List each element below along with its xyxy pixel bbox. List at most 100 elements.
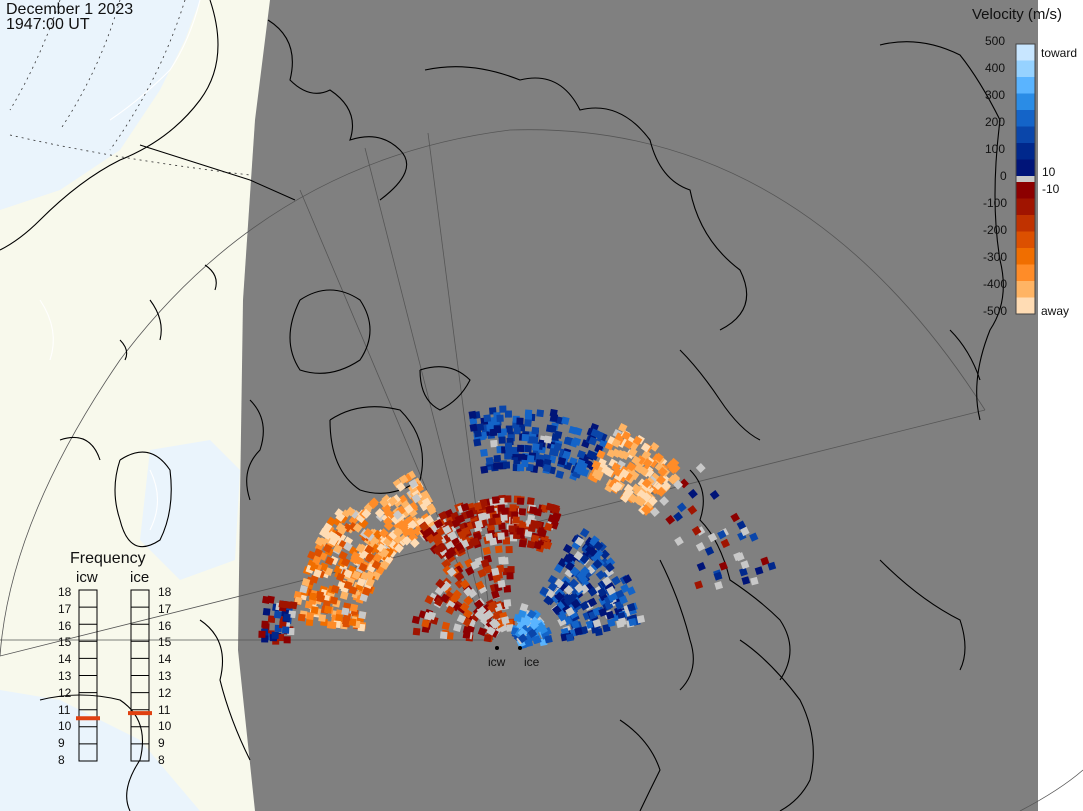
- velocity-cell: [628, 617, 637, 627]
- velocity-cell: [599, 549, 610, 560]
- velocity-cell: [562, 543, 573, 554]
- velocity-cell: [419, 521, 430, 532]
- velocity-cell: [740, 526, 750, 537]
- velocity-cell: [611, 575, 621, 586]
- velocity-cell: [551, 605, 562, 615]
- velocity-tick: 0: [1000, 169, 1007, 183]
- velocity-tick: 400: [985, 61, 1006, 75]
- velocity-cell: [527, 628, 538, 639]
- velocity-cell: [623, 439, 634, 450]
- velocity-cell: [474, 520, 484, 529]
- velocity-cell: [362, 587, 371, 596]
- frequency-tick: 8: [58, 753, 65, 767]
- velocity-cell: [498, 556, 506, 565]
- velocity-cell: [282, 613, 291, 622]
- velocity-tick: 500: [985, 34, 1006, 48]
- velocity-cell: [588, 436, 598, 446]
- velocity-cell: [401, 535, 412, 546]
- grid-lines: [0, 129, 1083, 811]
- velocity-cell: [713, 571, 723, 581]
- velocity-cell: [503, 585, 512, 593]
- frequency-tick: 16: [58, 618, 72, 633]
- velocity-cell: [574, 536, 585, 547]
- velocity-cell: [620, 493, 631, 503]
- velocity-cell: [557, 611, 568, 622]
- velocity-cell: [324, 556, 335, 566]
- velocity-cell: [593, 541, 604, 551]
- frequency-tick: 18: [58, 585, 72, 599]
- frequency-tick: 17: [158, 601, 172, 616]
- velocity-cell: [266, 595, 275, 604]
- colorbar-segment: [1016, 159, 1035, 177]
- velocity-cell: [504, 495, 512, 503]
- velocity-cell: [661, 481, 672, 491]
- velocity-cell: [258, 630, 266, 638]
- velocity-cell: [305, 618, 314, 627]
- colorbar-segment: [1016, 44, 1035, 61]
- velocity-cell: [445, 605, 456, 615]
- velocity-cell: [507, 566, 515, 574]
- velocity-cell: [313, 568, 322, 578]
- velocity-cell: [563, 584, 574, 595]
- colorbar-segment: [1016, 182, 1035, 199]
- velocity-cell: [262, 622, 270, 631]
- velocity-cell: [595, 570, 606, 580]
- velocity-cell: [330, 584, 340, 594]
- velocity-cell: [380, 560, 390, 570]
- frequency-tick: 15: [158, 635, 172, 650]
- velocity-cell: [505, 425, 513, 433]
- velocity-cell: [535, 459, 544, 468]
- velocity-cell: [543, 435, 553, 444]
- velocity-cell: [641, 504, 651, 515]
- velocity-cell: [741, 576, 751, 585]
- velocity-cell: [687, 488, 698, 499]
- velocity-cell: [306, 612, 315, 621]
- velocity-cell: [576, 449, 586, 459]
- velocity-cell: [480, 465, 489, 474]
- velocity-cell: [616, 619, 625, 629]
- velocity-cell: [301, 577, 311, 587]
- velocity-cell: [499, 405, 507, 413]
- velocity-cell: [473, 501, 483, 511]
- velocity-cell: [339, 591, 349, 600]
- velocity-cell: [504, 410, 512, 418]
- velocity-cell: [310, 606, 319, 615]
- velocity-cell: [434, 585, 445, 596]
- velocity-cell: [409, 538, 420, 549]
- velocity-cell: [408, 479, 419, 489]
- velocity-cell: [502, 461, 511, 469]
- velocity-cell: [446, 546, 456, 557]
- velocity-cell: [289, 601, 298, 610]
- velocity-cell: [516, 497, 525, 505]
- velocity-cell: [368, 499, 379, 509]
- velocity-cell: [343, 541, 353, 552]
- colorbar-segment: [1016, 215, 1035, 232]
- velocity-cell: [348, 515, 359, 526]
- velocity-legend-title: Velocity (m/s): [972, 6, 1063, 23]
- velocity-cell: [486, 626, 496, 636]
- velocity-cell: [488, 517, 497, 526]
- velocity-cell: [312, 555, 322, 565]
- velocity-cell: [673, 511, 683, 522]
- velocity-cell: [485, 532, 494, 542]
- velocity-cell: [343, 569, 353, 579]
- velocity-cell: [470, 537, 480, 547]
- velocity-cell: [654, 452, 664, 463]
- velocity-cell: [501, 507, 509, 515]
- velocity-cell: [516, 417, 524, 425]
- velocity-cell: [491, 590, 500, 599]
- colorbar-segment: [1016, 93, 1035, 111]
- ocean-region: [0, 0, 200, 210]
- velocity-cell: [549, 520, 559, 530]
- ocean-region: [140, 440, 240, 580]
- velocity-cell: [479, 613, 489, 624]
- legend-panel: [1038, 0, 1083, 811]
- velocity-cell: [557, 456, 567, 466]
- velocity-cell: [553, 442, 562, 451]
- velocity-cell: [517, 633, 528, 644]
- velocity-cell: [283, 636, 291, 644]
- velocity-cell: [396, 519, 407, 530]
- velocity-cell: [667, 462, 678, 473]
- velocity-cell: [526, 454, 535, 463]
- velocity-cell: [718, 561, 728, 571]
